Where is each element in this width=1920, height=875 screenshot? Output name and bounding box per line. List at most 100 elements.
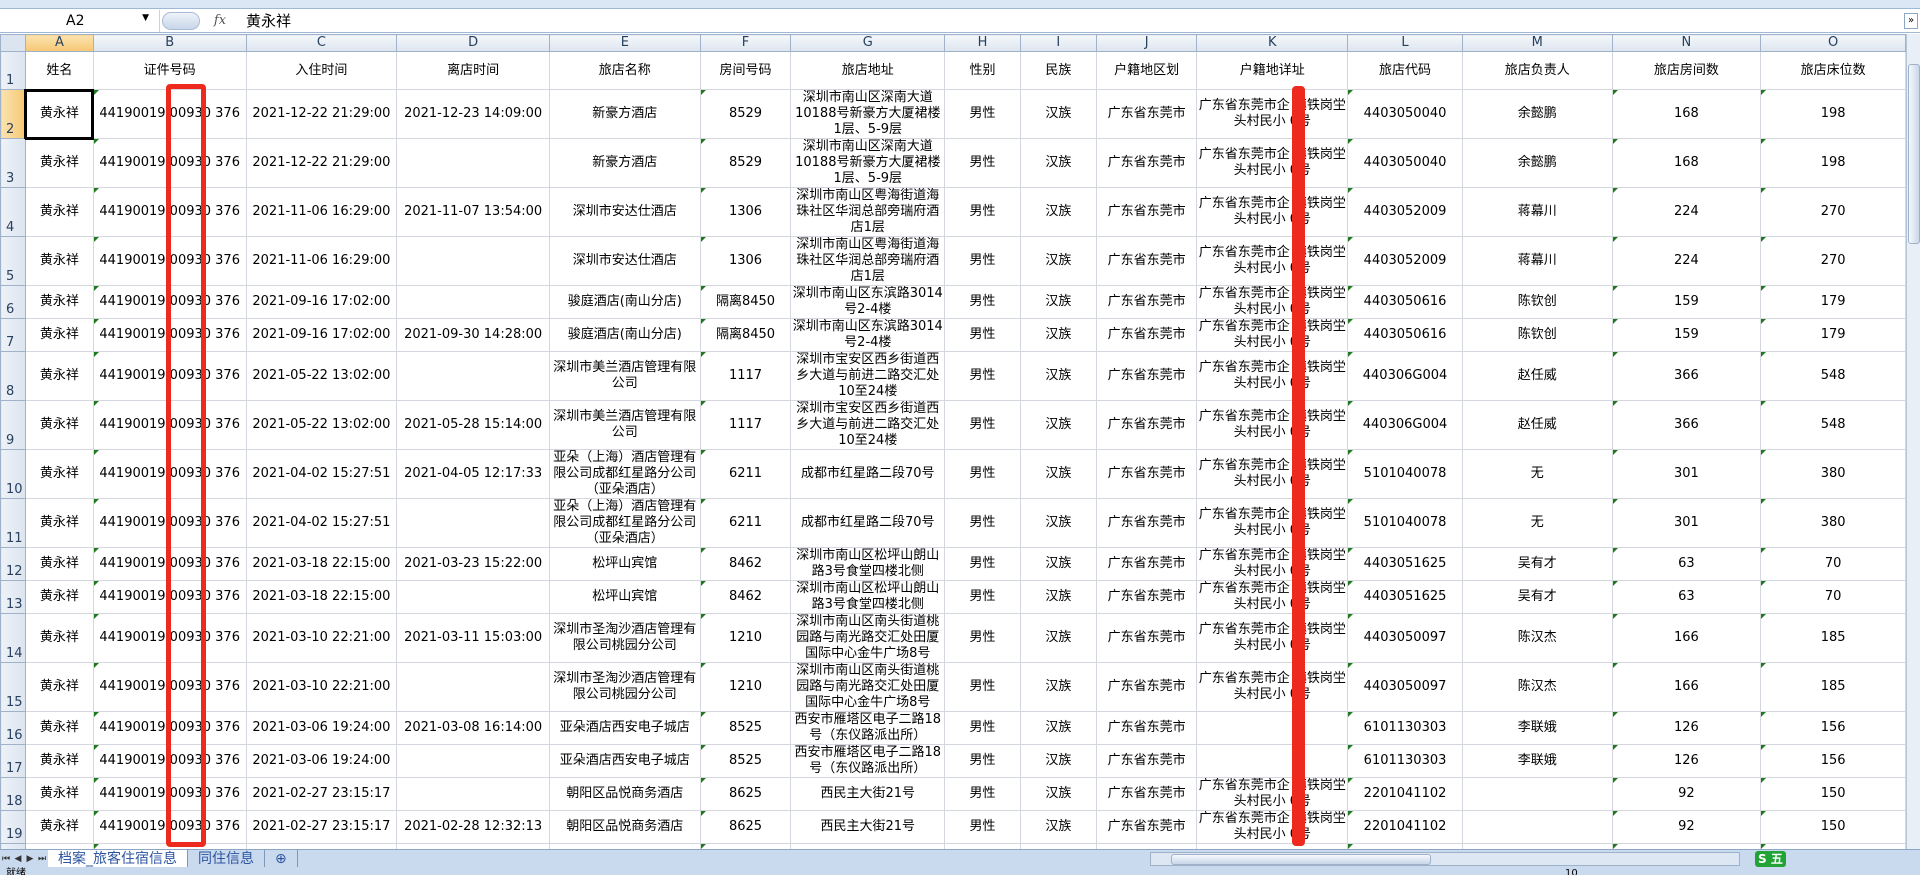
insert-function-icon[interactable]: fx xyxy=(213,13,227,28)
cell-j[interactable]: 广东省东莞市 xyxy=(1095,236,1198,286)
row-header[interactable]: 17 xyxy=(0,744,26,778)
cell-a[interactable]: 黄永祥 xyxy=(24,777,94,811)
cell-f[interactable]: 隔离8450 xyxy=(699,318,792,352)
cell-o[interactable]: 270 xyxy=(1760,187,1906,237)
cell-l[interactable]: 4403050097 xyxy=(1347,662,1463,712)
cell-m[interactable]: 余懿鹏 xyxy=(1461,138,1613,188)
cell-h[interactable]: 男性 xyxy=(944,400,1021,450)
header-cell-o[interactable]: 旅店床位数 xyxy=(1760,51,1906,90)
cell-o[interactable]: 548 xyxy=(1760,351,1906,401)
cell-i[interactable]: 汉族 xyxy=(1019,711,1097,745)
cell-h[interactable]: 男性 xyxy=(944,547,1021,581)
cell-g[interactable]: 深圳市南山区深南大道10188号新豪方大厦裙楼1层、5-9层 xyxy=(790,138,946,188)
cell-g[interactable]: 成都市红星路二段70号 xyxy=(790,498,946,548)
cell-d[interactable] xyxy=(396,498,550,548)
cell-e[interactable]: 新豪方酒店 xyxy=(549,138,701,188)
chevron-down-icon[interactable]: ▼ xyxy=(142,12,149,23)
row-header[interactable]: 13 xyxy=(0,580,26,614)
cell-e[interactable]: 深圳市美兰酒店管理有限公司 xyxy=(549,351,701,401)
cell-d[interactable] xyxy=(396,662,550,712)
cell-h[interactable]: 男性 xyxy=(944,187,1021,237)
cell-o[interactable]: 70 xyxy=(1760,547,1906,581)
cell-o[interactable]: 150 xyxy=(1760,810,1906,844)
cell-e[interactable]: 骏庭酒店(南山分店) xyxy=(549,318,701,352)
cell-b[interactable]: 44190019 00930 376 xyxy=(92,449,247,499)
cell-l[interactable]: 440306G004 xyxy=(1347,400,1463,450)
row-header[interactable]: 3 xyxy=(0,138,26,188)
cell-o[interactable]: 185 xyxy=(1760,613,1906,663)
cell-c[interactable]: 2021-12-22 21:29:00 xyxy=(245,89,398,139)
cell-f[interactable]: 1306 xyxy=(699,187,792,237)
cell-f[interactable]: 1306 xyxy=(699,236,792,286)
row-header[interactable]: 18 xyxy=(0,777,26,811)
cell-n[interactable]: 126 xyxy=(1611,711,1762,745)
cell-j[interactable]: 广东省东莞市 xyxy=(1095,843,1198,849)
cell-h[interactable]: 男性 xyxy=(944,613,1021,663)
cell-j[interactable]: 广东省东莞市 xyxy=(1095,711,1198,745)
cell-l[interactable]: 4403050097 xyxy=(1347,613,1463,663)
cell-b[interactable]: 44190019 00930 376 xyxy=(92,285,247,319)
cell-j[interactable]: 广东省东莞市 xyxy=(1095,547,1198,581)
cell-l[interactable]: 4403052009 xyxy=(1347,236,1463,286)
cell-i[interactable]: 汉族 xyxy=(1019,810,1097,844)
column-header-i[interactable]: I xyxy=(1019,34,1097,52)
cell-o[interactable]: 150 xyxy=(1760,777,1906,811)
horizontal-scrollbar[interactable] xyxy=(1150,852,1740,866)
cell-d[interactable]: 2021-09-30 14:28:00 xyxy=(396,318,550,352)
cell-j[interactable]: 广东省东莞市 xyxy=(1095,138,1198,188)
cell-f[interactable]: 1105 xyxy=(699,843,792,849)
cell-k[interactable]: 广东省东莞市企 镇铁岗坣头村民小 0号 xyxy=(1196,547,1349,581)
cell-n[interactable]: 63 xyxy=(1611,580,1762,614)
cell-g[interactable]: 深圳市南山区东滨路3014号2-4楼 xyxy=(790,318,946,352)
header-cell-d[interactable]: 离店时间 xyxy=(396,51,550,90)
cell-g[interactable]: 西民主大街21号 xyxy=(790,810,946,844)
cell-h[interactable]: 男性 xyxy=(944,498,1021,548)
cell-o[interactable]: 380 xyxy=(1760,498,1906,548)
cell-k[interactable]: 广东省东莞市企 镇铁岗坣头村民小 0号 xyxy=(1196,810,1349,844)
cell-m[interactable]: 赵任威 xyxy=(1461,400,1613,450)
cell-d[interactable]: 2021-03-11 15:03:00 xyxy=(396,613,550,663)
row-header[interactable]: 15 xyxy=(0,662,26,712)
column-header-c[interactable]: C xyxy=(245,34,398,52)
cell-c[interactable]: 2021-12-22 21:29:00 xyxy=(245,138,398,188)
cell-f[interactable]: 1117 xyxy=(699,351,792,401)
cell-f[interactable]: 6211 xyxy=(699,449,792,499)
cell-a[interactable]: 黄永祥 xyxy=(24,88,95,140)
cell-j[interactable]: 广东省东莞市 xyxy=(1095,187,1198,237)
cell-i[interactable]: 汉族 xyxy=(1019,843,1097,849)
cell-l[interactable]: 3213001080 xyxy=(1347,843,1463,849)
cell-f[interactable]: 8625 xyxy=(699,810,792,844)
cell-c[interactable]: 2021-03-06 19:24:00 xyxy=(245,711,398,745)
cell-a[interactable]: 黄永祥 xyxy=(24,613,94,663)
vertical-scrollbar[interactable] xyxy=(1906,34,1920,849)
cell-c[interactable]: 2021-02-27 23:15:17 xyxy=(245,810,398,844)
cell-e[interactable]: 松坪山宾馆 xyxy=(549,547,701,581)
column-header-n[interactable]: N xyxy=(1611,34,1762,52)
cell-k[interactable]: 广东省东莞市企 镇铁岗坣头村民小 0号 xyxy=(1196,138,1349,188)
cell-m[interactable] xyxy=(1461,810,1613,844)
cell-b[interactable]: 44190019 00930 376 xyxy=(92,613,247,663)
header-cell-m[interactable]: 旅店负责人 xyxy=(1461,51,1613,90)
cell-g[interactable]: 深圳市南山区东滨路3014号2-4楼 xyxy=(790,285,946,319)
cell-i[interactable]: 汉族 xyxy=(1019,285,1097,319)
cell-l[interactable]: 4403050040 xyxy=(1347,138,1463,188)
cell-j[interactable]: 广东省东莞市 xyxy=(1095,400,1198,450)
row-header[interactable]: 6 xyxy=(0,285,26,319)
cell-a[interactable]: 黄永祥 xyxy=(24,547,94,581)
column-header-k[interactable]: K xyxy=(1196,34,1349,52)
cell-g[interactable]: 深圳市南山区南头街道桃园路与南光路交汇处田厦国际中心金牛广场8号 xyxy=(790,662,946,712)
cell-k[interactable]: 广东省东莞市企 镇铁岗坣头村民小 0号 xyxy=(1196,89,1349,139)
first-sheet-icon[interactable]: ⏮ xyxy=(1,853,11,864)
cell-d[interactable]: 2021-04-05 12:17:33 xyxy=(396,449,550,499)
cell-o[interactable]: 156 xyxy=(1760,744,1906,778)
cell-b[interactable]: 44190019 00930 376 xyxy=(92,351,247,401)
row-header[interactable]: 8 xyxy=(0,351,26,401)
cell-c[interactable]: 2021-03-18 22:15:00 xyxy=(245,580,398,614)
cell-o[interactable]: 130 xyxy=(1760,843,1906,849)
header-cell-n[interactable]: 旅店房间数 xyxy=(1611,51,1762,90)
cell-m[interactable]: 赵任威 xyxy=(1461,351,1613,401)
cell-f[interactable]: 6211 xyxy=(699,498,792,548)
cell-l[interactable]: 2201041102 xyxy=(1347,810,1463,844)
cell-j[interactable]: 广东省东莞市 xyxy=(1095,777,1198,811)
cell-i[interactable]: 汉族 xyxy=(1019,613,1097,663)
